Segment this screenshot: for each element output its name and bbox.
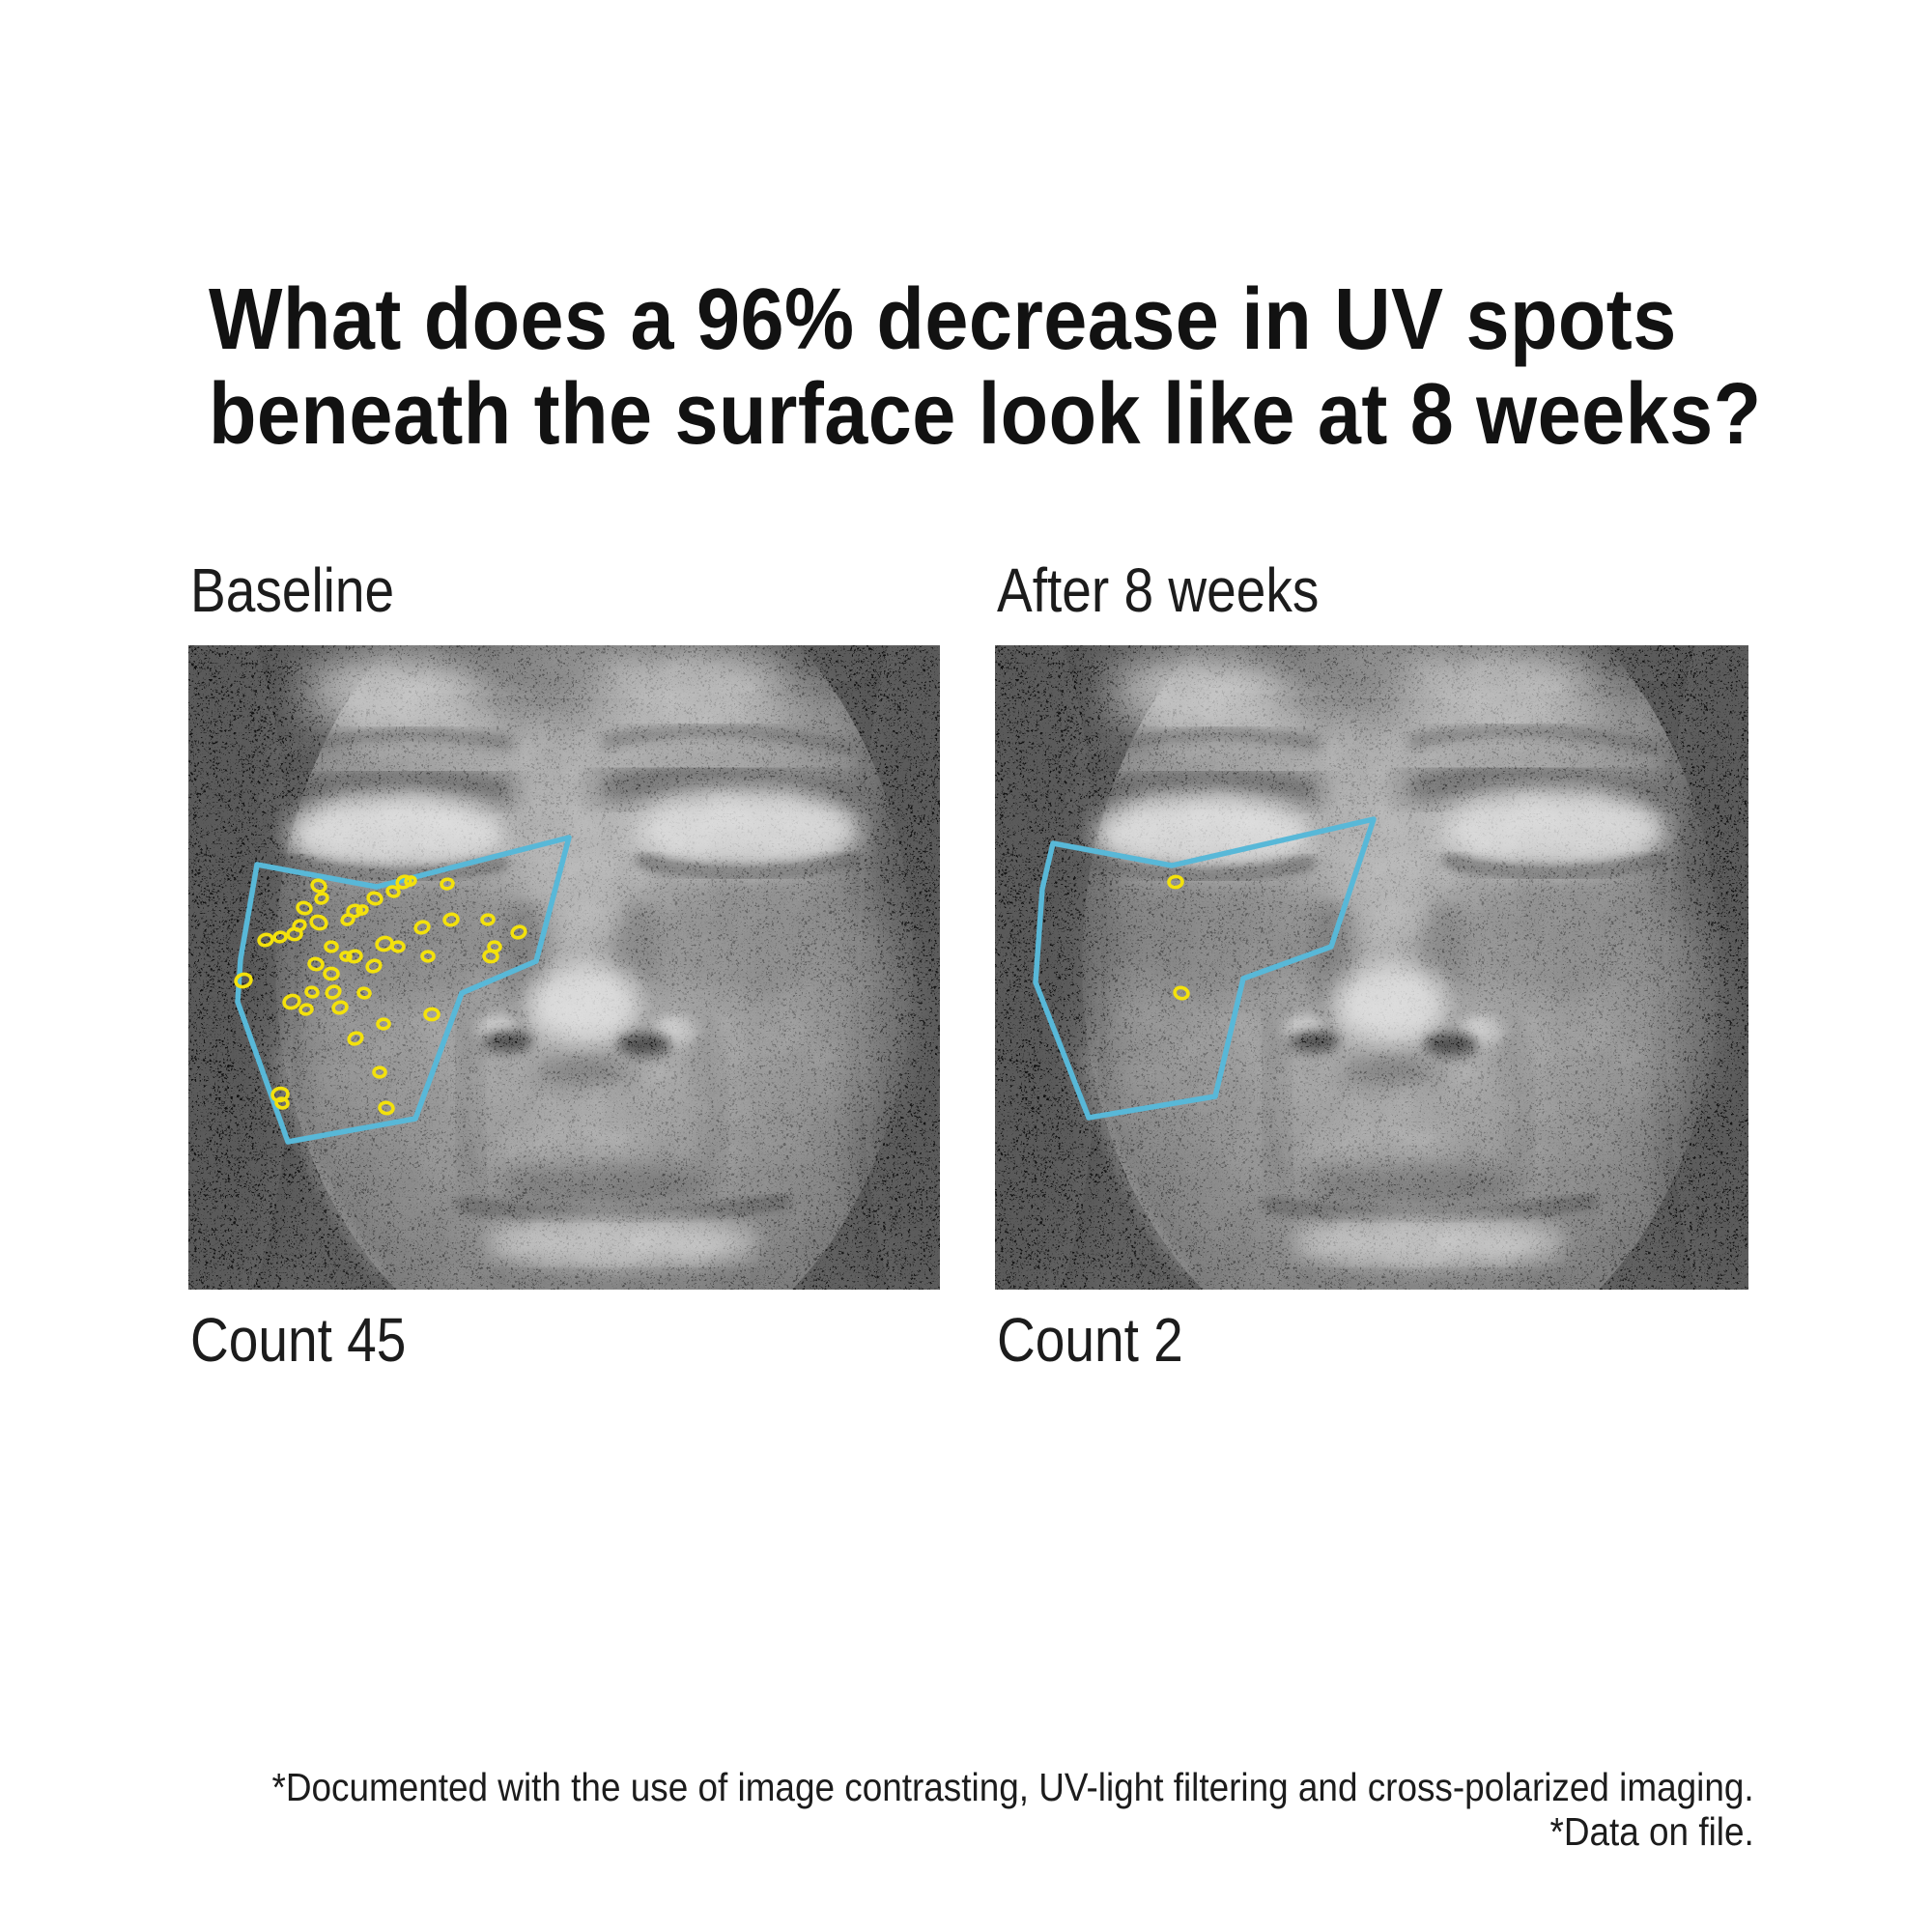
count-label-after-8-weeks: Count 2 [997, 1305, 1183, 1375]
panel-label-after-8-weeks: After 8 weeks [997, 555, 1320, 625]
footnote-method: *Documented with the use of image contra… [271, 1765, 1754, 1809]
uv-photo-after-8-weeks [995, 645, 1748, 1290]
footnote-data-on-file: *Data on file. [1549, 1809, 1754, 1854]
page-title-line-2: beneath the surface look like at 8 weeks… [209, 366, 1762, 464]
panel-label-baseline: Baseline [190, 555, 395, 625]
footnotes: *Documented with the use of image contra… [107, 1765, 1754, 1854]
uv-photo-baseline [188, 645, 940, 1290]
page-title-line-1: What does a 96% decrease in UV spots [209, 271, 1677, 369]
count-label-baseline: Count 45 [190, 1305, 407, 1375]
page-title: What does a 96% decrease in UV spots bene… [209, 272, 1932, 462]
